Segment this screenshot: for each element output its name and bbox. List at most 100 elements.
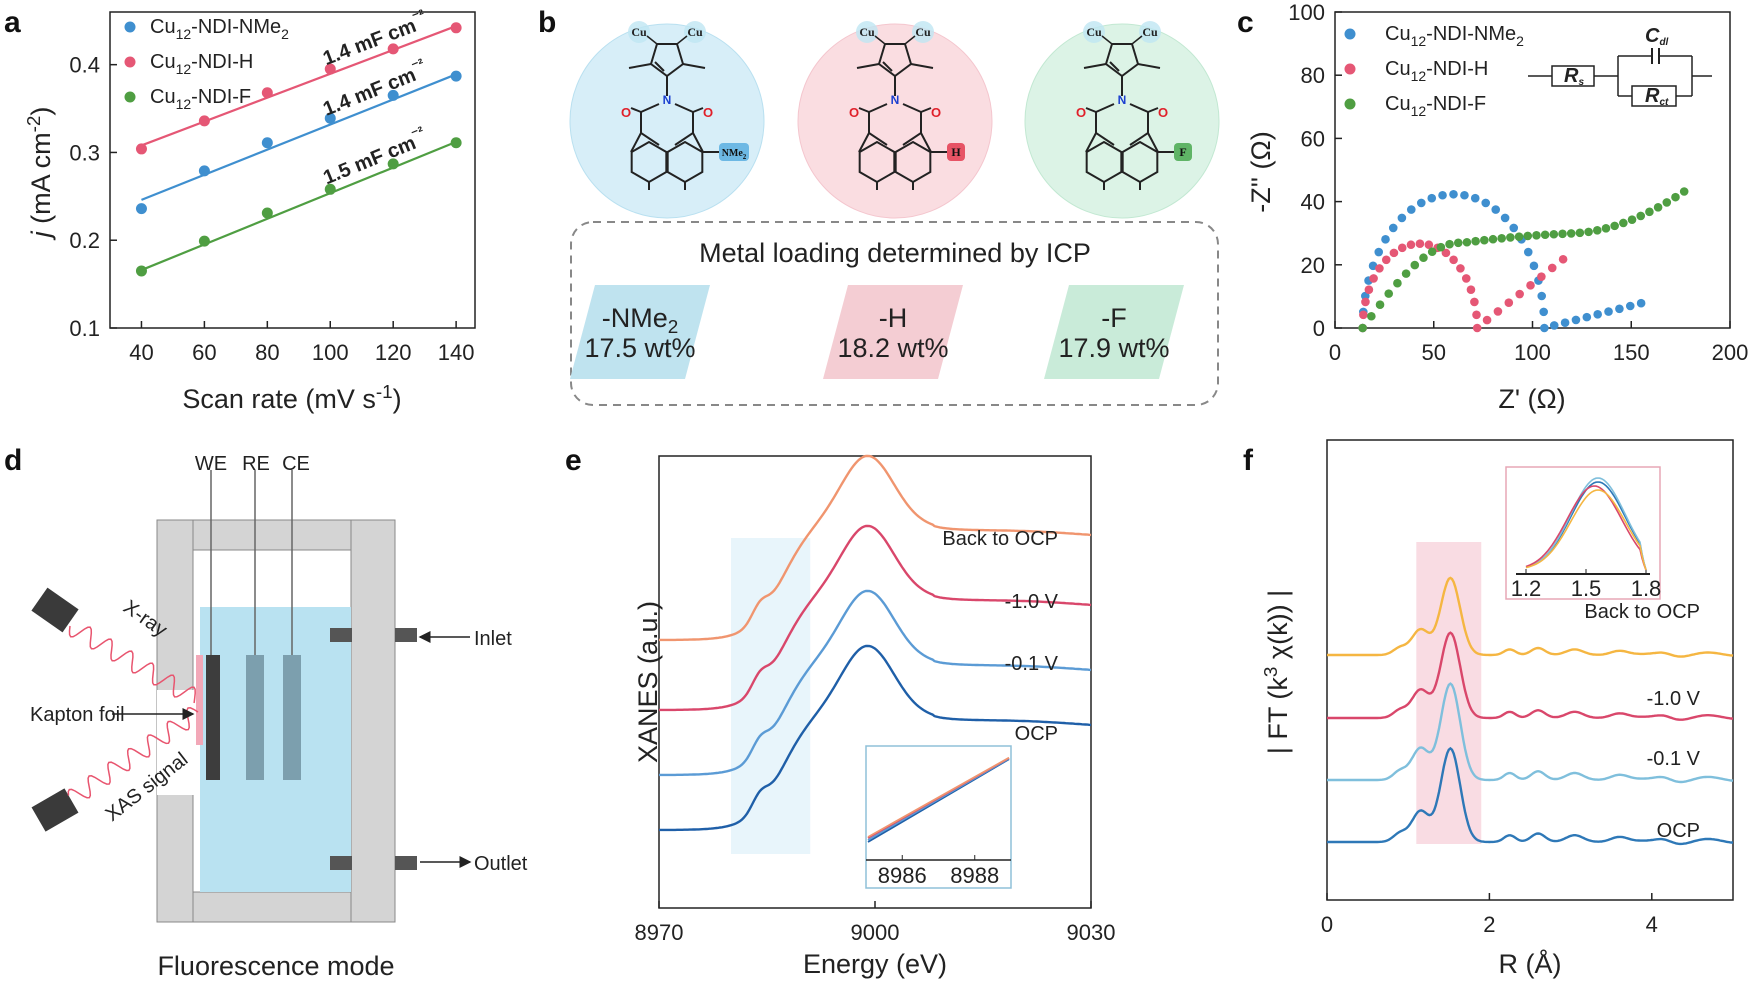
plot-frame (1326, 439, 1734, 901)
panel-c-chart: 0 50 100 150 200 0 20 40 60 80 100 Cu12-NDI-NMe2 Cu… (1246, 0, 1748, 414)
data-point (1592, 226, 1602, 235)
data-point (1415, 239, 1425, 248)
xanes-curve (659, 644, 1092, 832)
panel-f-chart: 0 2 4 OCP -0.1 V -1.0 V Back to OCP 1.2 1.5 1.8… (1261, 439, 1734, 979)
x-axis-label: Energy (eV) (803, 949, 947, 979)
x-axis-label: R (Å) (1499, 948, 1562, 979)
data-point (1662, 198, 1672, 207)
data-point (1537, 272, 1546, 281)
data-point (450, 22, 462, 34)
data-point (1537, 291, 1547, 301)
ft-curve (1327, 746, 1734, 846)
data-point (1627, 215, 1637, 224)
legend-marker (124, 56, 136, 68)
y-axis-label: | FT (k3 χ(k)) | (1261, 590, 1293, 754)
xray-source (31, 587, 79, 633)
cu-label: Cu (915, 25, 931, 39)
inset: 8986 8988 (865, 745, 1012, 889)
data-point (1509, 223, 1519, 233)
icp-box-title: Metal loading determined by ICP (699, 238, 1091, 268)
y-axis-label: j (mA cm-2) (24, 107, 56, 242)
y-tick-label: 0.2 (69, 228, 100, 253)
y-tick-label: 0.4 (69, 53, 100, 78)
svg-text:O: O (621, 105, 631, 120)
y-tick-label: 80 (1301, 63, 1325, 88)
x-tick-label: 120 (375, 340, 412, 365)
data-point (1504, 298, 1514, 308)
data-point (1610, 221, 1619, 231)
highlight-band (731, 538, 811, 854)
inset-tick-label: 8986 (878, 863, 927, 888)
data-point (1472, 310, 1481, 320)
loading-badge (1044, 285, 1184, 379)
loading-label: -H (879, 303, 908, 333)
inset-tick-label: 1.5 (1571, 576, 1602, 601)
data-point (198, 235, 210, 247)
x-tick-label: 8970 (635, 920, 684, 945)
data-point (1488, 234, 1498, 244)
data-point (1456, 264, 1465, 273)
loading-badge (570, 285, 710, 379)
xray-beam (68, 625, 196, 704)
x-axis-label: Scan rate (mV s-1) (182, 382, 401, 414)
data-point (1397, 213, 1407, 223)
data-point (324, 63, 336, 75)
data-point (1453, 238, 1463, 248)
cu-label: Cu (1086, 25, 1102, 39)
data-point (1375, 300, 1385, 310)
fit-line (141, 73, 457, 201)
data-point (324, 112, 336, 124)
inset-tick-label: 1.2 (1511, 576, 1542, 601)
data-point (1593, 310, 1602, 319)
data-point (1540, 230, 1550, 240)
loading-value: 17.9 wt% (1058, 333, 1169, 363)
detector (31, 788, 79, 832)
series-label: Back to OCP (1584, 601, 1700, 623)
data-point (1549, 321, 1559, 330)
svg-text:O: O (1158, 105, 1168, 120)
data-point (1441, 248, 1451, 258)
label-outlet: Outlet (474, 853, 528, 875)
svg-text:O: O (931, 105, 941, 120)
data-point (135, 265, 147, 277)
data-point (1601, 224, 1611, 233)
series-label: -0.1 V (1005, 653, 1059, 675)
label-re: RE (242, 453, 270, 475)
series-label: OCP (1657, 820, 1700, 842)
inlet-port (330, 628, 352, 642)
x-tick-label: 50 (1422, 340, 1446, 365)
panel-label-c: c (1237, 6, 1254, 39)
svg-text:Cdl: Cdl (1645, 25, 1669, 48)
data-point (198, 165, 210, 177)
data-point (1615, 304, 1624, 314)
data-point (1491, 205, 1501, 214)
data-point (1500, 213, 1510, 223)
legend-marker (1344, 63, 1356, 75)
data-point (261, 87, 273, 99)
legend-marker (1344, 98, 1356, 110)
y-tick-label: 0 (1313, 316, 1325, 341)
substituent-label: F (1179, 145, 1186, 159)
ft-curve (1327, 631, 1734, 721)
y-tick-label: 0.3 (69, 140, 100, 165)
fit-line (141, 140, 457, 272)
data-point (1679, 187, 1689, 196)
loading-badge (823, 285, 963, 379)
data-point (135, 203, 147, 215)
data-point (1406, 205, 1416, 214)
molecule-structure: Cu Cu N O O NMe2 (621, 21, 749, 190)
data-point (261, 137, 273, 149)
data-point (1397, 243, 1407, 253)
y-axis-label: -Z'' (Ω) (1246, 131, 1276, 212)
data-point (1375, 264, 1384, 273)
data-point (1438, 190, 1447, 200)
data-point (1388, 223, 1398, 233)
x-tick-label: 2 (1483, 912, 1495, 937)
data-point (1393, 278, 1402, 288)
y-tick-label: 20 (1301, 253, 1325, 278)
data-point (1526, 281, 1535, 290)
equivalent-circuit: Rs Rct Cdl (1528, 25, 1712, 108)
data-point (1497, 234, 1506, 243)
xanes-curve (659, 524, 1092, 712)
legend-label: Cu12-NDI-NMe2 (1385, 23, 1524, 49)
